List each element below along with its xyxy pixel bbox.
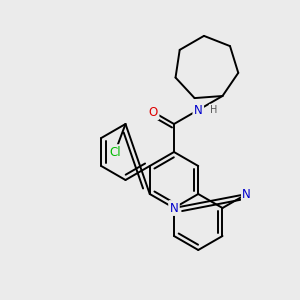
Text: N: N [169, 202, 178, 214]
Text: H: H [210, 105, 217, 115]
Text: N: N [194, 103, 203, 116]
Text: Cl: Cl [109, 146, 121, 159]
Text: O: O [149, 106, 158, 118]
Text: N: N [242, 188, 251, 200]
